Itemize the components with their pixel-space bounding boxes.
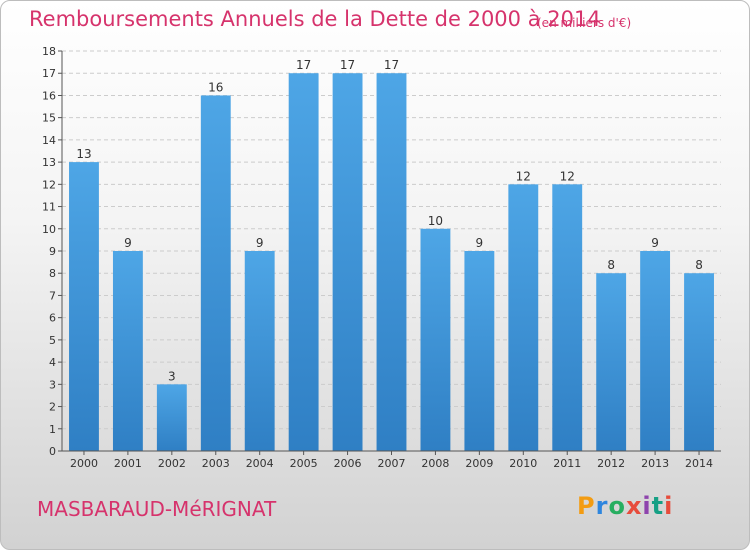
data-label: 8 xyxy=(607,258,615,272)
data-label: 9 xyxy=(256,236,264,250)
data-label: 17 xyxy=(384,58,399,72)
x-tick-label: 2005 xyxy=(290,457,318,470)
y-tick-label: 2 xyxy=(49,401,56,414)
bar xyxy=(288,73,319,451)
bar xyxy=(640,251,671,451)
y-tick-label: 18 xyxy=(42,45,56,58)
y-tick-label: 6 xyxy=(49,312,56,325)
x-tick-label: 2014 xyxy=(685,457,713,470)
data-label: 10 xyxy=(428,214,443,228)
bar xyxy=(508,184,539,452)
logo-letter: P xyxy=(577,492,596,520)
bar xyxy=(684,273,714,451)
data-label: 9 xyxy=(476,236,484,250)
logo-letter: r xyxy=(595,492,609,520)
y-tick-label: 15 xyxy=(42,112,56,125)
logo-letter: o xyxy=(608,492,626,520)
bar xyxy=(69,162,99,451)
proxiti-logo: Proxiti xyxy=(577,492,673,520)
y-tick-label: 0 xyxy=(49,445,56,458)
y-tick-label: 7 xyxy=(49,289,56,302)
data-label: 8 xyxy=(695,258,703,272)
data-label: 17 xyxy=(296,58,311,72)
x-tick-label: 2012 xyxy=(597,457,625,470)
x-tick-label: 2008 xyxy=(421,457,449,470)
y-tick-label: 9 xyxy=(49,245,56,258)
bar xyxy=(464,251,495,451)
data-label: 9 xyxy=(124,236,132,250)
logo-letter: t xyxy=(651,492,665,520)
data-label: 16 xyxy=(208,80,223,94)
x-tick-label: 2006 xyxy=(334,457,362,470)
x-tick-label: 2011 xyxy=(553,457,581,470)
x-tick-label: 2003 xyxy=(202,457,230,470)
x-tick-label: 2013 xyxy=(641,457,669,470)
data-label: 3 xyxy=(168,369,176,383)
y-tick-label: 12 xyxy=(42,178,56,191)
y-tick-label: 8 xyxy=(49,267,56,280)
y-tick-label: 4 xyxy=(49,356,56,369)
x-tick-label: 2004 xyxy=(246,457,274,470)
x-tick-label: 2001 xyxy=(114,457,142,470)
x-tick-label: 2007 xyxy=(378,457,406,470)
bar xyxy=(332,73,363,451)
data-label: 13 xyxy=(76,147,91,161)
x-tick-label: 2009 xyxy=(465,457,493,470)
y-tick-label: 10 xyxy=(42,223,56,236)
data-label: 9 xyxy=(651,236,659,250)
commune-name: MASBARAUD-MéRIGNAT xyxy=(37,497,277,521)
y-tick-label: 11 xyxy=(42,201,56,214)
bar xyxy=(156,384,187,451)
bar xyxy=(420,228,451,451)
logo-letter: x xyxy=(625,492,643,520)
y-tick-label: 5 xyxy=(49,334,56,347)
y-tick-label: 3 xyxy=(49,378,56,391)
logo-letter: i xyxy=(664,492,674,520)
bar xyxy=(596,273,627,451)
chart-title: Remboursements Annuels de la Dette de 20… xyxy=(29,7,601,31)
data-label: 12 xyxy=(516,169,531,183)
x-tick-label: 2000 xyxy=(70,457,98,470)
data-label: 17 xyxy=(340,58,355,72)
x-tick-label: 2010 xyxy=(509,457,537,470)
data-label: 12 xyxy=(560,169,575,183)
bar xyxy=(552,184,583,452)
y-tick-label: 13 xyxy=(42,156,56,169)
y-tick-label: 16 xyxy=(42,89,56,102)
y-tick-label: 17 xyxy=(42,67,56,80)
y-tick-label: 1 xyxy=(49,423,56,436)
bar xyxy=(376,73,407,451)
bar xyxy=(200,95,231,451)
y-tick-label: 14 xyxy=(42,134,56,147)
x-tick-label: 2002 xyxy=(158,457,186,470)
bar xyxy=(244,251,275,451)
chart-subtitle: (en milliers d'€) xyxy=(537,16,632,30)
bar xyxy=(112,251,143,451)
logo-letter: i xyxy=(642,492,652,520)
